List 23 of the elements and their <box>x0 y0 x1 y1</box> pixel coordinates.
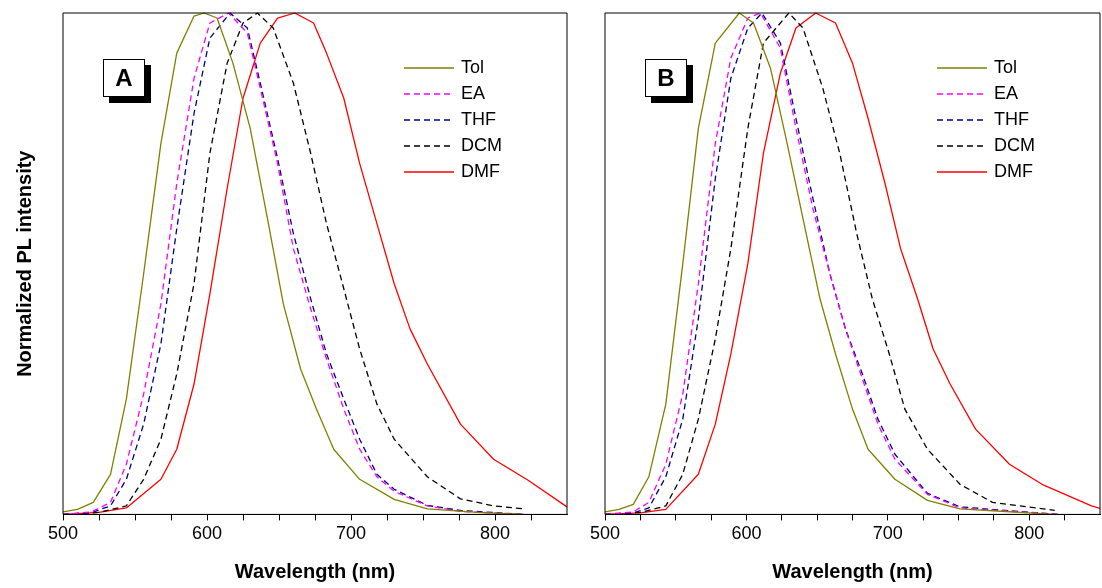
x-axis-title: Wavelength (nm) <box>234 559 396 582</box>
x-tick-label: 700 <box>335 523 367 544</box>
legend-label: DCM <box>994 134 1035 155</box>
x-tick-label: 700 <box>872 523 903 544</box>
x-axis-title: Wavelength (nm) <box>772 559 933 582</box>
x-tick-label: 600 <box>731 523 762 544</box>
x-tick-label: 800 <box>479 523 511 544</box>
legend-label: THF <box>994 108 1029 129</box>
legend-label: DMF <box>994 160 1033 181</box>
x-tick-label: 800 <box>1014 523 1045 544</box>
legend-label: Tol <box>994 56 1018 77</box>
legend-label: EA <box>994 82 1019 103</box>
y-axis-title: Normalized PL intensity <box>12 149 35 377</box>
annotation: A <box>103 59 145 97</box>
x-tick-label: 500 <box>589 523 621 544</box>
legend-label: THF <box>461 108 496 129</box>
x-tick-label: 600 <box>191 523 223 544</box>
legend-label: DCM <box>461 134 502 155</box>
annotation: B <box>645 59 687 97</box>
x-tick-label: 500 <box>47 523 79 544</box>
legend-label: DMF <box>461 160 500 181</box>
legend-label: Tol <box>461 56 485 77</box>
legend-label: EA <box>461 82 486 103</box>
